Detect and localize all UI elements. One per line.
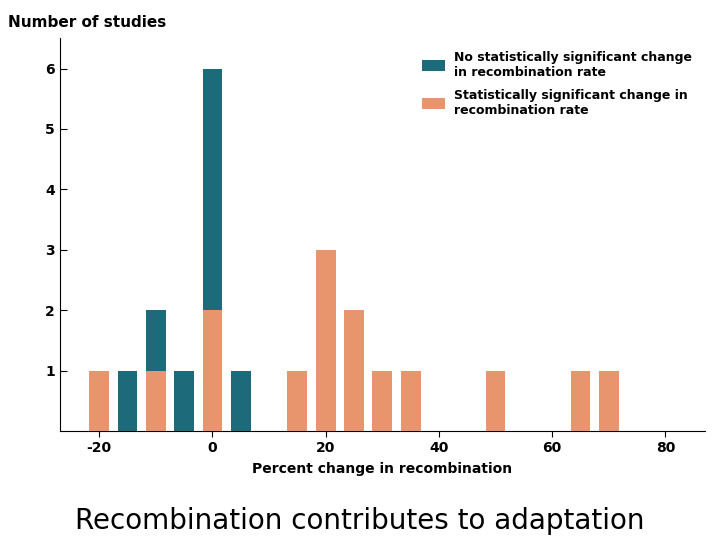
Text: Recombination contributes to adaptation: Recombination contributes to adaptation	[76, 507, 644, 535]
Bar	[174, 370, 194, 431]
Bar	[202, 69, 222, 431]
Bar	[570, 370, 590, 431]
Bar	[401, 370, 420, 431]
Bar	[316, 370, 336, 431]
Legend: No statistically significant change
in recombination rate, Statistically signifi: No statistically significant change in r…	[415, 45, 698, 123]
Bar	[146, 310, 166, 431]
Bar	[287, 370, 307, 431]
Bar	[344, 310, 364, 431]
Bar	[372, 370, 392, 431]
Bar	[117, 370, 138, 431]
Bar	[316, 250, 336, 431]
Bar	[231, 370, 251, 431]
Bar	[202, 310, 222, 431]
X-axis label: Percent change in recombination: Percent change in recombination	[252, 462, 513, 476]
Bar	[89, 370, 109, 431]
Bar	[146, 370, 166, 431]
Text: Number of studies: Number of studies	[8, 16, 166, 30]
Bar	[599, 370, 618, 431]
Bar	[485, 370, 505, 431]
